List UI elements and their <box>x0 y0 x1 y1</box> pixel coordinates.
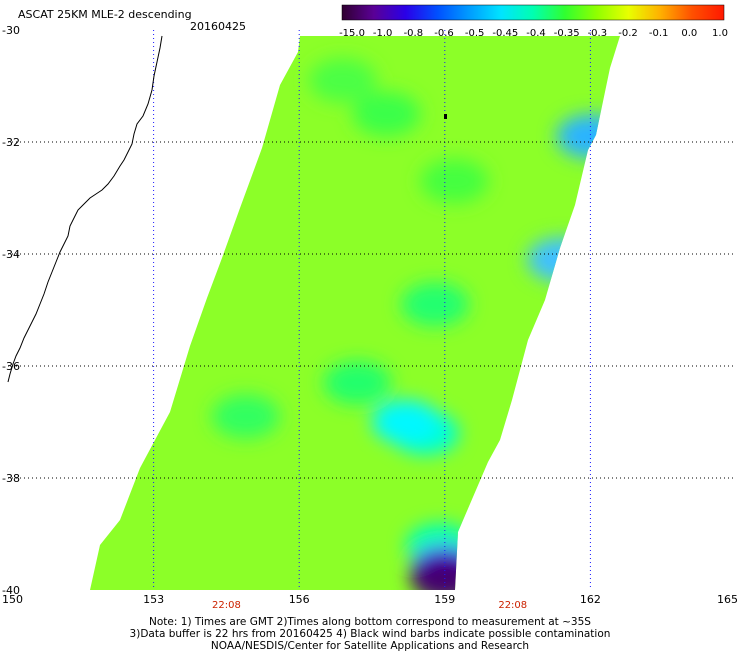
graticule <box>8 30 736 590</box>
time-labels: 22:08 22:08 <box>212 600 527 611</box>
lat-tick-label: -36 <box>2 360 20 373</box>
lon-tick-label: 150 <box>2 593 23 606</box>
colorbar-label: 1.0 <box>712 28 728 39</box>
swath-patch-7 <box>211 394 280 439</box>
colorbar-label: -0.5 <box>465 28 485 39</box>
latitude-labels: -30 -32 -34 -36 -38 -40 <box>2 24 20 597</box>
swath-patch-2 <box>420 159 489 204</box>
longitude-labels: 150 153 156 159 162 165 <box>2 593 738 606</box>
colorbar-label: -0.35 <box>554 28 580 39</box>
lon-tick-label: 159 <box>434 593 455 606</box>
lat-tick-label: -40 <box>2 584 20 597</box>
colorbar-label: -15.0 <box>339 28 365 39</box>
lat-tick-label: -30 <box>2 24 20 37</box>
swath-patch-3 <box>401 282 470 327</box>
colorbar-label: -0.6 <box>434 28 454 39</box>
lon-tick-label: 153 <box>143 593 164 606</box>
colorbar-label: -1.0 <box>373 28 393 39</box>
lat-tick-label: -34 <box>2 248 20 261</box>
colorbar: -15.0 -1.0 -0.8 -0.6 -0.5 -0.45 -0.4 -0.35 -0.3-… <box>339 4 728 39</box>
coastline <box>7 35 163 383</box>
colorbar-label: -0.2 <box>618 28 638 39</box>
colorbar-label: -0.8 <box>404 28 424 39</box>
colorbar-gradient <box>341 4 725 21</box>
note-line-3: NOAA/NESDIS/Center for Satellite Applica… <box>210 640 530 652</box>
colorbar-label: -0.45 <box>492 28 518 39</box>
swath-patch-4 <box>323 360 392 405</box>
lon-tick-label: 162 <box>580 593 601 606</box>
map-date: 20160425 <box>190 20 246 33</box>
time-label: 22:08 <box>498 600 527 611</box>
swath-patch-0 <box>308 58 377 103</box>
time-label: 22:08 <box>212 600 241 611</box>
swath-patch-6 <box>371 400 440 444</box>
small-island <box>444 114 447 119</box>
colorbar-label: -0.4 <box>526 28 546 39</box>
map-title: ASCAT 25KM MLE-2 descending <box>18 8 192 21</box>
note-line-1: Note: 1) Times are GMT 2)Times along bot… <box>149 616 591 628</box>
note-line-2: 3)Data buffer is 22 hrs from 20160425 4)… <box>129 628 611 640</box>
lat-tick-label: -32 <box>2 136 20 149</box>
lon-tick-label: 165 <box>717 593 738 606</box>
lon-tick-label: 156 <box>289 593 310 606</box>
swath-patch-1 <box>352 92 421 136</box>
colorbar-label: 0.0 <box>681 28 697 39</box>
colorbar-label: -0.3 <box>588 28 608 39</box>
colorbar-label: -0.1 <box>649 28 669 39</box>
lat-tick-label: -38 <box>2 472 20 485</box>
